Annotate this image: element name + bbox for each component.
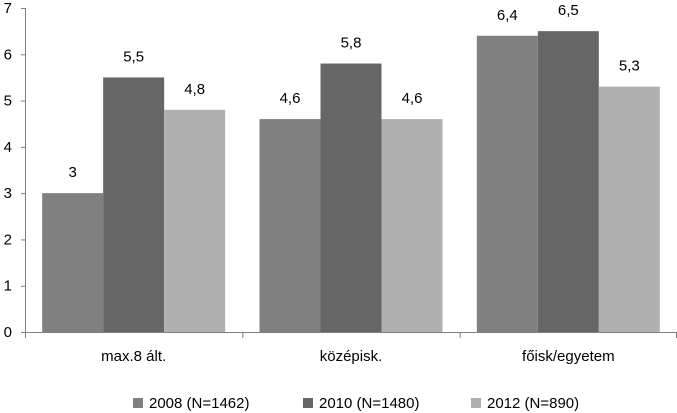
legend-label: 2010 (N=1480): [319, 395, 420, 412]
y-tick-label: 1: [4, 278, 12, 295]
y-tick-label: 6: [4, 46, 12, 63]
data-label: 5,3: [619, 58, 640, 75]
data-label: 5,5: [123, 48, 144, 65]
legend-label: 2012 (N=890): [487, 395, 579, 412]
data-label: 6,5: [558, 2, 579, 19]
data-label: 5,8: [341, 35, 362, 52]
y-axis: 0 1 2 3 4 5 6 7: [4, 0, 677, 341]
category-label: főisk/egyetem: [522, 348, 615, 365]
data-labels: 3 5,5 4,8 4,6 5,8 4,6 6,4 6,5 5,3: [68, 2, 639, 181]
y-tick-label: 2: [4, 231, 12, 248]
y-tick-label: 4: [4, 139, 12, 156]
y-tick-label: 0: [4, 324, 12, 341]
bar: [320, 63, 382, 333]
data-label: 4,8: [184, 81, 205, 98]
legend-swatch: [303, 398, 313, 408]
bar: [381, 119, 443, 332]
y-tick-label: 3: [4, 185, 12, 202]
bar: [476, 35, 538, 333]
legend-swatch: [471, 398, 481, 408]
legend-item[interactable]: 2010 (N=1480): [303, 395, 420, 412]
data-label: 3: [68, 164, 76, 181]
category-labels: max.8 ált. középisk. főisk/egyetem: [101, 348, 614, 365]
legend-item[interactable]: 2012 (N=890): [471, 395, 579, 412]
bar: [103, 77, 165, 332]
y-tick-label: 7: [4, 0, 12, 17]
bar: [164, 109, 226, 332]
bars: [42, 31, 660, 333]
bar: [259, 119, 321, 332]
legend-label: 2008 (N=1462): [149, 395, 250, 412]
data-label: 6,4: [497, 7, 518, 24]
y-tick-label: 5: [4, 93, 12, 110]
bar: [598, 86, 660, 332]
legend[interactable]: 2008 (N=1462) 2010 (N=1480) 2012 (N=890): [133, 395, 579, 412]
legend-item[interactable]: 2008 (N=1462): [133, 395, 250, 412]
bar: [537, 31, 599, 333]
data-label: 4,6: [280, 90, 301, 107]
category-label: max.8 ált.: [101, 348, 166, 365]
bar: [42, 193, 104, 332]
category-label: középisk.: [320, 348, 383, 365]
legend-swatch: [133, 398, 143, 408]
data-label: 4,6: [402, 90, 423, 107]
